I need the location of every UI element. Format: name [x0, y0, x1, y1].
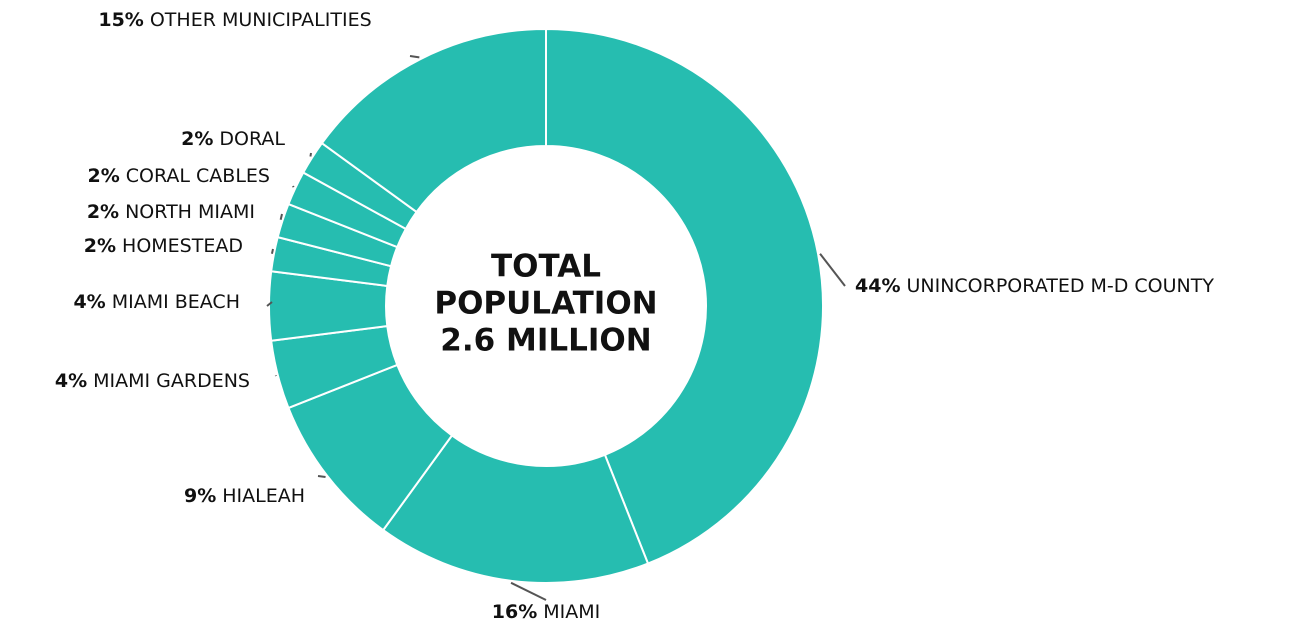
- leader-line: [309, 152, 312, 157]
- donut-slice: [545, 27, 824, 565]
- slice-value-label: 44%: [855, 275, 900, 297]
- slice-value-label: 16%: [492, 601, 537, 623]
- leader-line: [510, 581, 547, 601]
- slice-value-label: 15%: [98, 9, 143, 31]
- slice-category-label: MIAMI GARDENS: [93, 370, 250, 392]
- slice-label: 2% HOMESTEAD: [84, 235, 243, 257]
- slice-category-label: OTHER MUNICIPALITIES: [150, 9, 372, 31]
- slice-label: 2% DORAL: [181, 128, 285, 150]
- slice-category-label: MIAMI: [543, 601, 600, 623]
- slice-label: 16% MIAMI: [492, 601, 600, 623]
- slice-value-label: 4%: [73, 291, 105, 313]
- slice-value-label: 2%: [87, 201, 119, 223]
- leader-line: [819, 253, 846, 287]
- slice-label: 4% MIAMI BEACH: [73, 291, 240, 313]
- slice-category-label: CORAL CABLES: [126, 165, 270, 187]
- slice-value-label: 9%: [184, 485, 216, 507]
- leader-line: [270, 248, 274, 254]
- slice-label: 2% CORAL CABLES: [88, 165, 271, 187]
- slice-value-label: 2%: [84, 235, 116, 257]
- slice-label: 15% OTHER MUNICIPALITIES: [98, 9, 371, 31]
- center-label: 2.6 MILLION: [440, 323, 651, 359]
- leader-line: [279, 213, 283, 221]
- leader-line: [292, 185, 295, 188]
- slice-value-label: 2%: [181, 128, 213, 150]
- slice-value-label: 2%: [88, 165, 120, 187]
- slice-category-label: HIALEAH: [222, 485, 305, 507]
- slice-category-label: MIAMI BEACH: [112, 291, 240, 313]
- center-label: TOTAL: [491, 249, 601, 285]
- leader-line: [317, 475, 326, 478]
- slice-category-label: NORTH MIAMI: [125, 201, 255, 223]
- slice-label: 9% HIALEAH: [184, 485, 305, 507]
- slice-value-label: 4%: [55, 370, 87, 392]
- center-label: POPULATION: [434, 286, 657, 322]
- leader-line: [266, 301, 273, 307]
- slice-label: 44% UNINCORPORATED M-D COUNTY: [855, 275, 1214, 297]
- slice-category-label: DORAL: [219, 128, 285, 150]
- slice-category-label: UNINCORPORATED M-D COUNTY: [906, 275, 1214, 297]
- slice-label: 2% NORTH MIAMI: [87, 201, 255, 223]
- donut-slice: [381, 434, 650, 584]
- leader-line: [409, 55, 420, 59]
- donut-slice: [320, 27, 547, 214]
- slice-label: 4% MIAMI GARDENS: [55, 370, 250, 392]
- slice-category-label: HOMESTEAD: [122, 235, 243, 257]
